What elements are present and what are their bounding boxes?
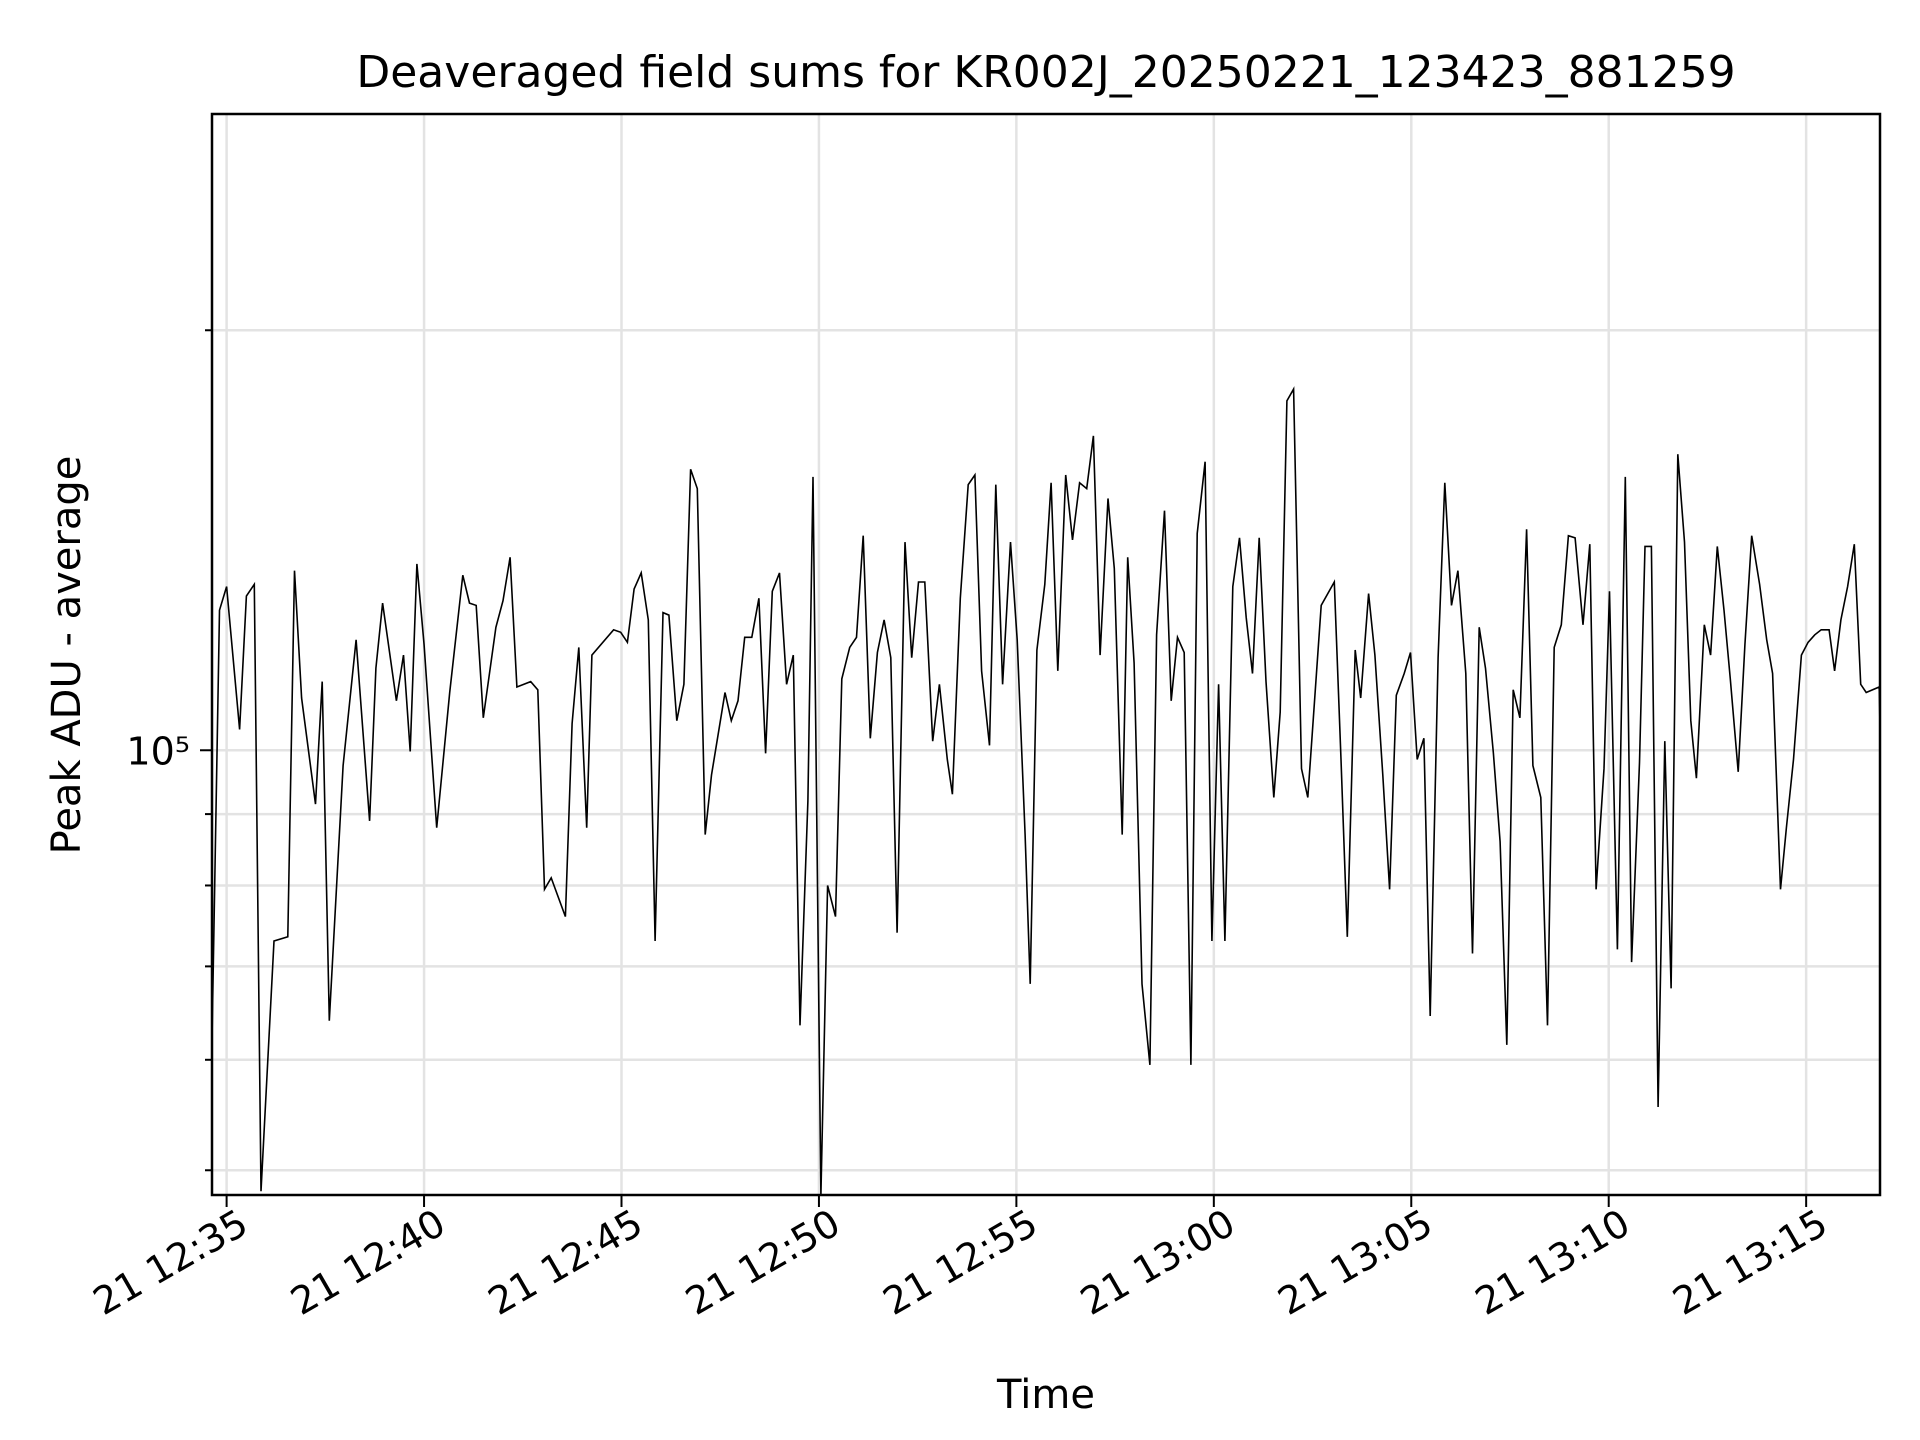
chart-title: Deaveraged field sums for KR002J_2025022… — [356, 47, 1735, 98]
series-layer — [211, 386, 1881, 1196]
x-axis-label: Time — [996, 1372, 1095, 1418]
y-tick-label: 10⁵ — [126, 729, 190, 773]
plot-frame — [210, 112, 1882, 1197]
grid — [212, 114, 1880, 1195]
series-line — [211, 386, 1881, 1196]
y-axis-label: Peak ADU - average — [44, 456, 90, 855]
y-axis-ticks: 10⁵ — [126, 329, 212, 1172]
